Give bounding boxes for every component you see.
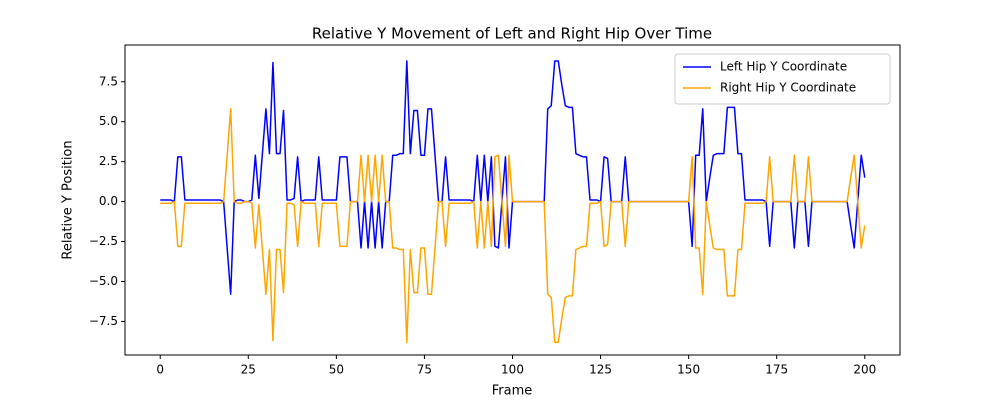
- legend-box: [674, 53, 891, 105]
- x-tick-label: 125: [589, 363, 612, 377]
- x-tick-label: 175: [765, 363, 788, 377]
- y-tick-label: 0.0: [99, 194, 118, 208]
- x-tick-label: 100: [501, 363, 524, 377]
- y-tick-label: 7.5: [99, 74, 118, 88]
- legend: Left Hip Y Coordinate Right Hip Y Coordin…: [674, 53, 891, 105]
- x-tick-label: 150: [677, 363, 700, 377]
- legend-label: Left Hip Y Coordinate: [720, 60, 847, 74]
- y-axis-label: Relative Y Position: [61, 140, 76, 259]
- x-axis-label: Frame: [492, 384, 533, 399]
- x-tick-label: 75: [417, 363, 432, 377]
- plot-frame: [124, 44, 901, 356]
- y-tick-label: 5.0: [99, 114, 118, 128]
- x-tick-label: 0: [156, 363, 164, 377]
- x-tick-label: 50: [329, 363, 344, 377]
- legend-label: Right Hip Y Coordinate: [720, 81, 856, 95]
- y-tick-label: −5.0: [89, 274, 118, 288]
- x-tick-label: 200: [853, 363, 876, 377]
- y-tick-label: 2.5: [99, 154, 118, 168]
- y-tick-label: −2.5: [89, 234, 118, 248]
- x-tick-label: 25: [241, 363, 256, 377]
- y-tick-label: −7.5: [89, 314, 118, 328]
- series-line: [160, 108, 866, 343]
- chart-title: Relative Y Movement of Left and Right Hi…: [312, 25, 712, 43]
